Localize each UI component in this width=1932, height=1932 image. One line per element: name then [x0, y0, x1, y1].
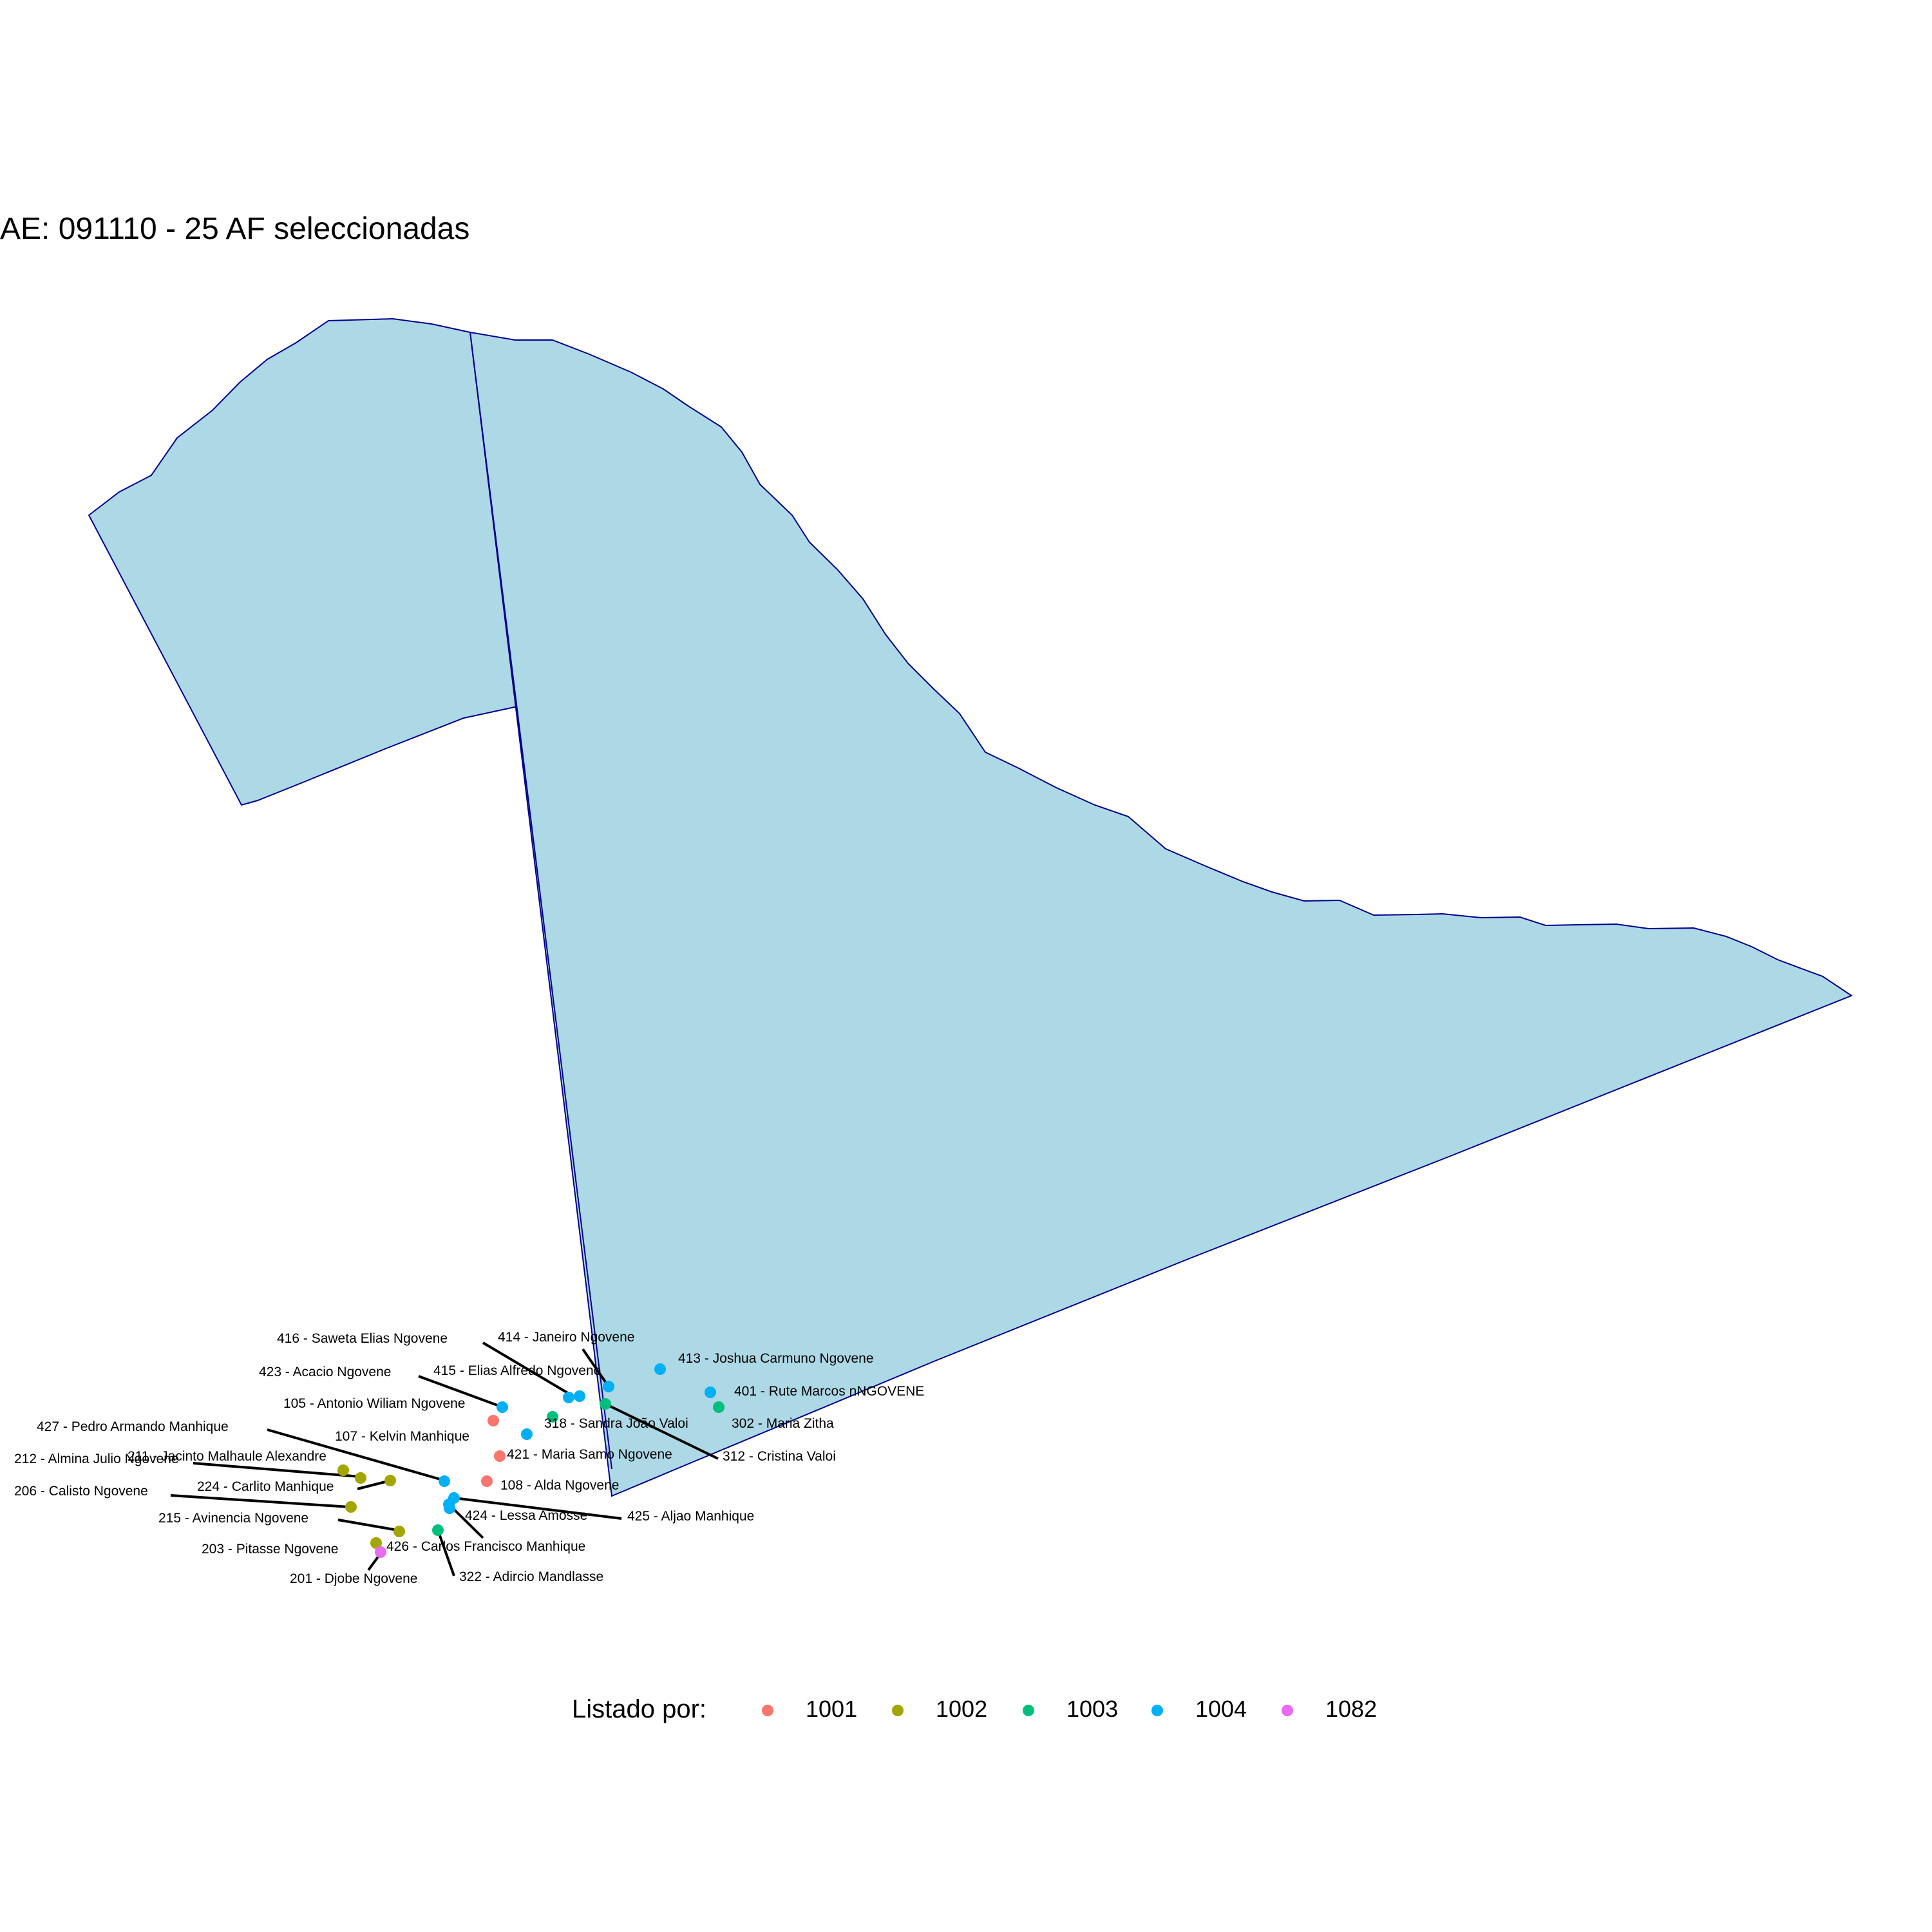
legend-dot-icon — [892, 1705, 904, 1716]
household-point[interactable] — [600, 1398, 611, 1410]
legend-title: Listado por: — [572, 1695, 707, 1723]
household-point[interactable] — [705, 1387, 716, 1398]
household-point[interactable] — [481, 1475, 493, 1487]
points-layer — [337, 1363, 724, 1558]
point-label: 212 - Almina Julio Ngovene — [14, 1452, 179, 1466]
leader-line — [582, 1348, 610, 1388]
region-west[interactable] — [88, 317, 613, 806]
household-point[interactable] — [547, 1411, 558, 1423]
point-label: 425 - Aljao Manhique — [627, 1509, 754, 1524]
household-point[interactable] — [488, 1415, 499, 1426]
point-label: 421 - Maria Samo Ngovene — [507, 1447, 672, 1462]
household-point[interactable] — [574, 1390, 585, 1402]
leader-line — [453, 1497, 622, 1520]
household-point[interactable] — [448, 1492, 460, 1504]
leader-line — [170, 1494, 350, 1508]
legend-item-label: 1002 — [936, 1696, 988, 1722]
household-point[interactable] — [444, 1502, 455, 1514]
household-point[interactable] — [375, 1546, 386, 1558]
point-label: 203 - Pitasse Ngovene — [202, 1542, 338, 1557]
point-label: 424 - Lessa Amosse — [465, 1508, 587, 1523]
point-label: 302 - Maria Zitha — [732, 1416, 834, 1431]
legend-item-label: 1082 — [1325, 1696, 1378, 1722]
point-label: 206 - Calisto Ngovene — [14, 1484, 148, 1499]
point-label: 414 - Janeiro Ngovene — [498, 1330, 634, 1345]
household-point[interactable] — [603, 1381, 614, 1392]
leader-line — [482, 1341, 571, 1396]
legend-dot-icon — [1282, 1705, 1293, 1716]
household-point[interactable] — [337, 1464, 349, 1476]
point-label: 322 - Adircio Mandlasse — [459, 1569, 603, 1584]
household-point[interactable] — [563, 1392, 574, 1403]
household-point[interactable] — [521, 1428, 533, 1440]
leader-line — [337, 1519, 398, 1531]
household-point[interactable] — [654, 1363, 666, 1375]
point-label: 413 - Joshua Carmuno Ngovene — [678, 1351, 874, 1366]
point-label: 224 - Carlito Manhique — [197, 1479, 334, 1494]
leader-line — [418, 1375, 500, 1407]
point-label: 401 - Rute Marcos nNGOVENE — [734, 1384, 924, 1399]
point-label: 201 - Djobe Ngovene — [290, 1571, 417, 1586]
legend-item-label: 1003 — [1066, 1696, 1119, 1722]
household-point[interactable] — [345, 1501, 357, 1513]
point-label: 108 - Alda Ngovene — [500, 1478, 619, 1493]
point-label: 423 - Acacio Ngovene — [259, 1365, 391, 1379]
household-point[interactable] — [370, 1537, 382, 1549]
leader-line — [605, 1403, 719, 1460]
leader-line — [437, 1530, 455, 1577]
legend-dot-icon — [1023, 1705, 1034, 1716]
household-point[interactable] — [384, 1475, 396, 1486]
household-point[interactable] — [713, 1401, 724, 1413]
point-label: 427 - Pedro Armando Manhique — [37, 1419, 229, 1434]
map-title: AE: 091110 - 25 AF seleccionadas — [0, 212, 470, 246]
point-label: 215 - Avinencia Ngovene — [158, 1511, 308, 1526]
legend-item-label: 1001 — [806, 1696, 858, 1722]
regions-layer — [88, 317, 1853, 1497]
point-label: 415 - Elias Alfredo Ngovene — [433, 1363, 601, 1378]
household-point[interactable] — [439, 1475, 450, 1487]
point-label: 426 - Carlos Francisco Manhique — [386, 1539, 585, 1554]
household-point[interactable] — [494, 1450, 506, 1462]
point-label: 211 - Jacinto Malhaule Alexandre — [128, 1449, 327, 1464]
point-label: 416 - Saweta Elias Ngovene — [277, 1331, 448, 1346]
leader-line — [193, 1462, 361, 1478]
point-label: 107 - Kelvin Manhique — [335, 1429, 469, 1444]
point-label: 318 - Sandra João Valoi — [544, 1416, 688, 1431]
legend-item-label: 1004 — [1195, 1696, 1247, 1722]
labels-layer: 416 - Saweta Elias Ngovene 414 - Janeiro … — [14, 1330, 924, 1586]
region-divider — [469, 332, 612, 1470]
household-point[interactable] — [393, 1526, 405, 1537]
household-point[interactable] — [355, 1472, 366, 1484]
legend: Listado por: 1001 1002 1003 1004 1082 — [0, 1692, 1932, 1725]
leader-line — [267, 1428, 443, 1481]
household-point[interactable] — [432, 1524, 444, 1536]
household-point[interactable] — [497, 1401, 508, 1413]
point-label: 105 - Antonio Wiliam Ngovene — [283, 1396, 466, 1411]
legend-dot-icon — [1151, 1705, 1163, 1716]
region-east[interactable] — [469, 331, 1853, 1497]
legend-dot-icon — [762, 1705, 773, 1716]
point-label: 312 - Cristina Valoi — [723, 1449, 836, 1464]
